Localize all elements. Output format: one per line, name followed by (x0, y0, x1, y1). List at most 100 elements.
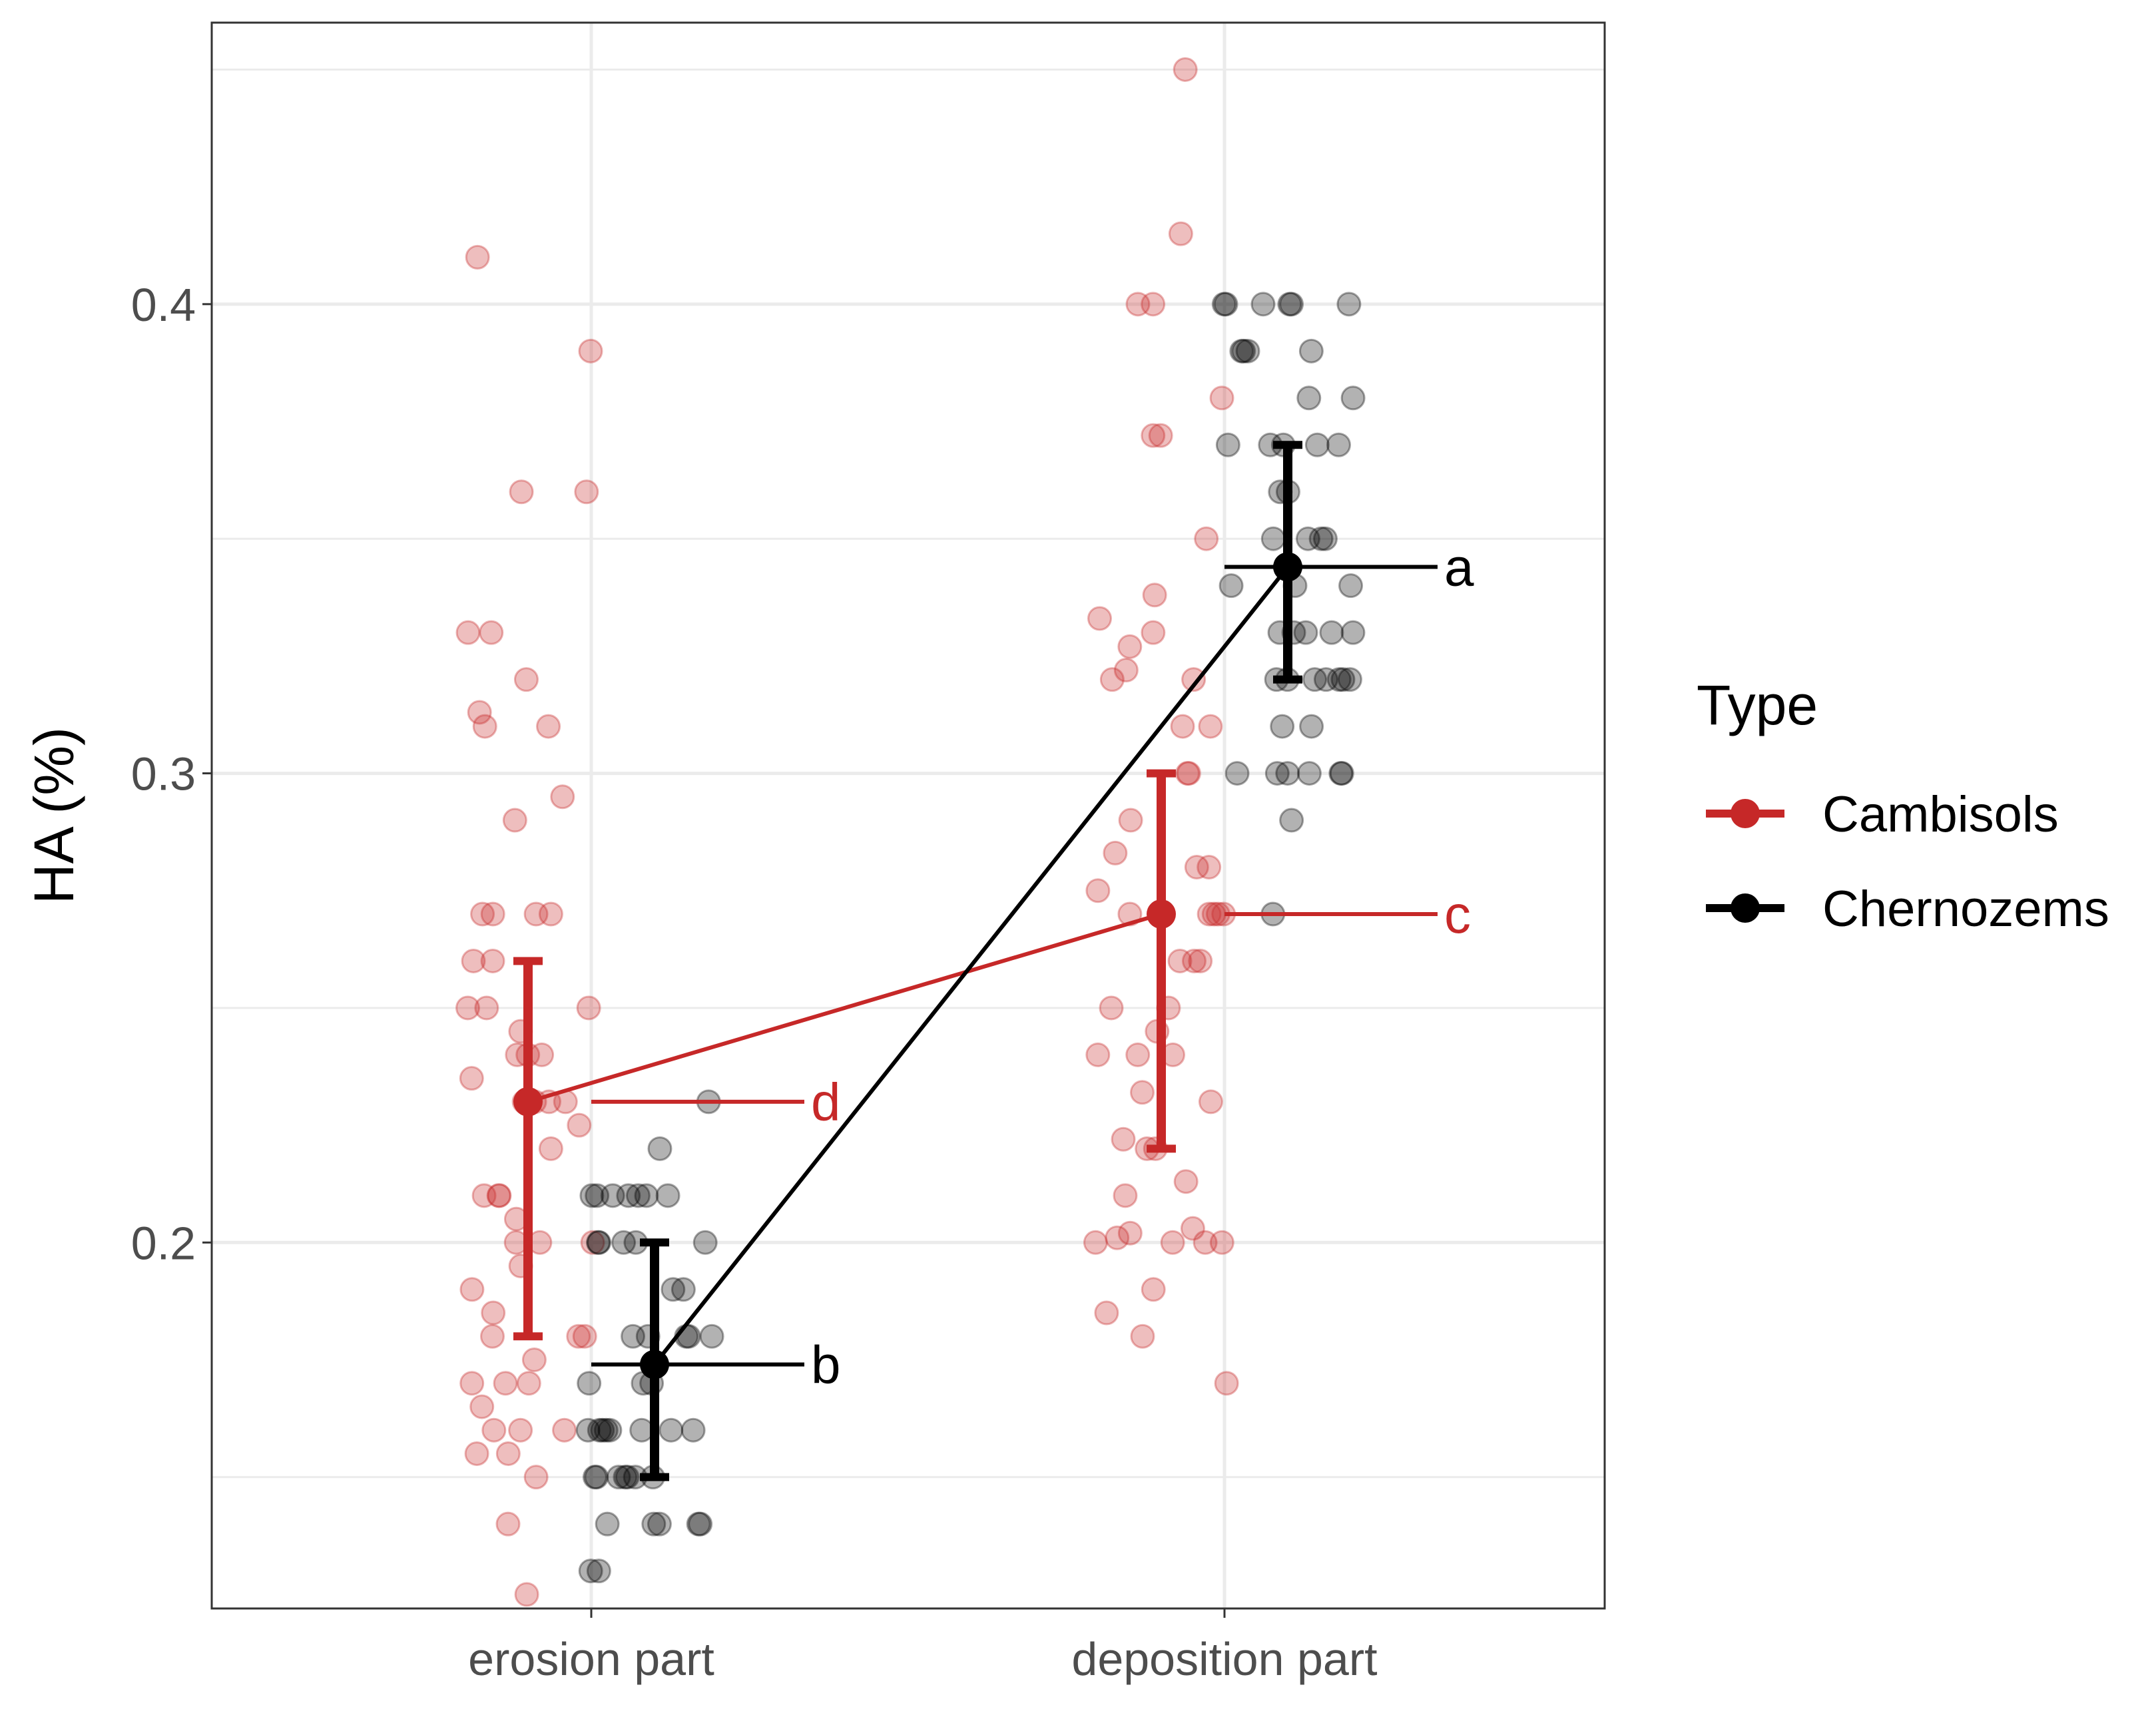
legend-label: Chernozems (1822, 881, 2109, 937)
data-point (1338, 573, 1364, 599)
data-point (587, 1230, 612, 1255)
data-point (1141, 292, 1166, 317)
data-point (502, 808, 527, 833)
data-point (634, 1183, 659, 1208)
data-point (1264, 761, 1290, 786)
data-point (1279, 808, 1304, 833)
data-point (1168, 221, 1193, 246)
data-point (486, 1183, 511, 1208)
data-point (523, 1465, 549, 1490)
data-point (1319, 620, 1344, 645)
data-point (514, 1582, 539, 1607)
data-point (1296, 385, 1322, 411)
data-point (1302, 667, 1328, 692)
data-point (1180, 1216, 1205, 1241)
data-point (586, 1559, 611, 1584)
data-point (699, 1324, 724, 1349)
data-point (1279, 292, 1304, 317)
data-point (572, 1324, 597, 1349)
data-point (459, 1277, 485, 1302)
data-point (1270, 714, 1295, 739)
minor-gridlines (212, 68, 1605, 1479)
data-point (577, 1371, 602, 1396)
data-point (1117, 1220, 1143, 1246)
data-point (1218, 573, 1244, 599)
data-point (495, 1511, 521, 1537)
data-point (1209, 1230, 1234, 1255)
data-point (661, 1277, 686, 1302)
data-point (1125, 292, 1151, 317)
data-point (680, 1417, 706, 1443)
data-point (1194, 526, 1219, 551)
data-point (1085, 1042, 1111, 1067)
data-point (579, 1183, 605, 1208)
data-point (1083, 1230, 1108, 1255)
data-point (538, 1136, 563, 1161)
data-point (552, 1417, 577, 1443)
data-point (495, 1441, 521, 1466)
data-point (1340, 620, 1366, 645)
data-point (472, 714, 497, 739)
data-point (613, 1465, 638, 1490)
significance-letter: b (811, 1336, 841, 1395)
data-point (1326, 432, 1351, 457)
data-point (464, 1441, 489, 1466)
data-point (615, 1465, 640, 1490)
mean-connector-line (527, 912, 1162, 1104)
data-point (470, 901, 495, 927)
data-point (625, 1183, 651, 1208)
data-point (1181, 948, 1207, 973)
data-point (1197, 901, 1222, 927)
data-point (455, 620, 481, 645)
data-point (584, 1465, 609, 1490)
data-point (580, 1230, 605, 1255)
data-point (1214, 1371, 1239, 1396)
data-point (578, 1559, 603, 1584)
data-point (536, 714, 561, 739)
data-point (1235, 338, 1260, 364)
significance-letter: c (1444, 885, 1471, 944)
data-point (480, 901, 505, 927)
data-point (576, 995, 601, 1021)
data-point (1336, 292, 1362, 317)
data-point (508, 1417, 533, 1443)
data-point (1215, 432, 1240, 457)
data-point (611, 1230, 637, 1255)
panel-border (210, 21, 1606, 1610)
data-point (1129, 1080, 1155, 1105)
data-point (647, 1136, 673, 1161)
data-point (629, 1417, 655, 1443)
legend-key-point (1731, 799, 1760, 828)
data-point (1094, 1300, 1119, 1326)
data-point (686, 1511, 711, 1537)
data-point (1224, 761, 1250, 786)
y-tick-label: 0.3 (131, 748, 196, 800)
data-point (1148, 423, 1173, 448)
data-point (1167, 948, 1193, 973)
data-point (455, 995, 481, 1021)
data-point (1130, 1324, 1155, 1349)
data-point (1209, 385, 1234, 411)
x-tick-label: erosion part (468, 1633, 714, 1685)
data-point (688, 1511, 713, 1537)
data-point (595, 1511, 620, 1537)
mean-point (1273, 552, 1302, 582)
data-point (574, 479, 599, 505)
data-point (481, 1417, 507, 1443)
data-point (587, 1417, 612, 1443)
data-point (1142, 583, 1167, 608)
data-point (566, 1324, 591, 1349)
mean-point (513, 1087, 543, 1116)
data-point (1211, 292, 1236, 317)
data-point (516, 1371, 541, 1396)
data-point (1113, 1183, 1138, 1208)
major-gridlines (212, 23, 1605, 1608)
data-point (692, 1230, 718, 1255)
data-point (487, 1183, 512, 1208)
data-point (1118, 808, 1143, 833)
data-point (1176, 761, 1201, 786)
data-point (1231, 338, 1256, 364)
data-point (597, 1417, 623, 1443)
data-point (459, 1371, 485, 1396)
data-point (461, 948, 486, 973)
